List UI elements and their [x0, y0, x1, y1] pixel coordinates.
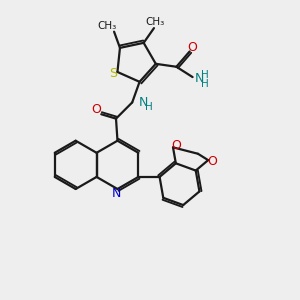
Text: CH₃: CH₃: [97, 21, 116, 31]
Text: O: O: [188, 41, 197, 54]
Text: H: H: [201, 70, 209, 80]
Text: N: N: [139, 96, 148, 109]
Text: O: O: [207, 155, 217, 168]
Text: O: O: [172, 140, 182, 152]
Text: O: O: [91, 103, 101, 116]
Text: S: S: [109, 67, 117, 80]
Text: CH₃: CH₃: [146, 17, 165, 27]
Text: N: N: [195, 72, 204, 85]
Text: H: H: [145, 102, 152, 112]
Text: N: N: [112, 187, 122, 200]
Text: H: H: [201, 80, 209, 89]
